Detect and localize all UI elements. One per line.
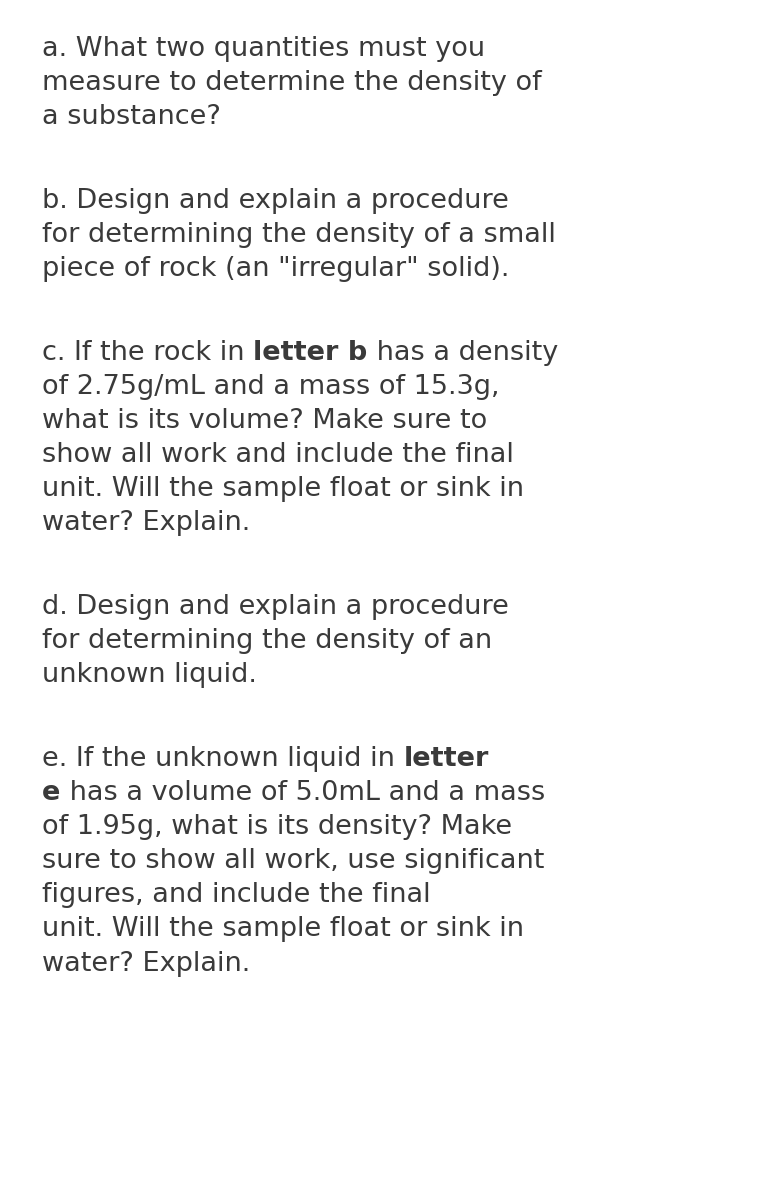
Text: letter: letter <box>404 746 489 772</box>
Text: for determining the density of an: for determining the density of an <box>42 628 492 654</box>
Text: measure to determine the density of: measure to determine the density of <box>42 70 542 96</box>
Text: unit. Will the sample float or sink in: unit. Will the sample float or sink in <box>42 476 525 503</box>
Text: sure to show all work, use significant: sure to show all work, use significant <box>42 848 545 874</box>
Text: c. If the rock in: c. If the rock in <box>42 340 253 366</box>
Text: for determining the density of a small: for determining the density of a small <box>42 222 556 248</box>
Text: has a density: has a density <box>368 340 558 366</box>
Text: piece of rock (an "irregular" solid).: piece of rock (an "irregular" solid). <box>42 256 510 282</box>
Text: water? Explain.: water? Explain. <box>42 950 250 977</box>
Text: e: e <box>42 780 61 806</box>
Text: figures, and include the final: figures, and include the final <box>42 882 431 908</box>
Text: show all work and include the final: show all work and include the final <box>42 442 514 468</box>
Text: of 1.95g, what is its density? Make: of 1.95g, what is its density? Make <box>42 814 512 840</box>
Text: unit. Will the sample float or sink in: unit. Will the sample float or sink in <box>42 917 525 942</box>
Text: letter b: letter b <box>253 340 368 366</box>
Text: e. If the unknown liquid in: e. If the unknown liquid in <box>42 746 404 772</box>
Text: b. Design and explain a procedure: b. Design and explain a procedure <box>42 188 509 214</box>
Text: d. Design and explain a procedure: d. Design and explain a procedure <box>42 594 509 620</box>
Text: what is its volume? Make sure to: what is its volume? Make sure to <box>42 408 488 434</box>
Text: a substance?: a substance? <box>42 104 221 131</box>
Text: water? Explain.: water? Explain. <box>42 510 250 536</box>
Text: a. What two quantities must you: a. What two quantities must you <box>42 36 485 62</box>
Text: unknown liquid.: unknown liquid. <box>42 662 257 688</box>
Text: of 2.75g/mL and a mass of 15.3g,: of 2.75g/mL and a mass of 15.3g, <box>42 374 500 400</box>
Text: has a volume of 5.0mL and a mass: has a volume of 5.0mL and a mass <box>61 780 545 806</box>
